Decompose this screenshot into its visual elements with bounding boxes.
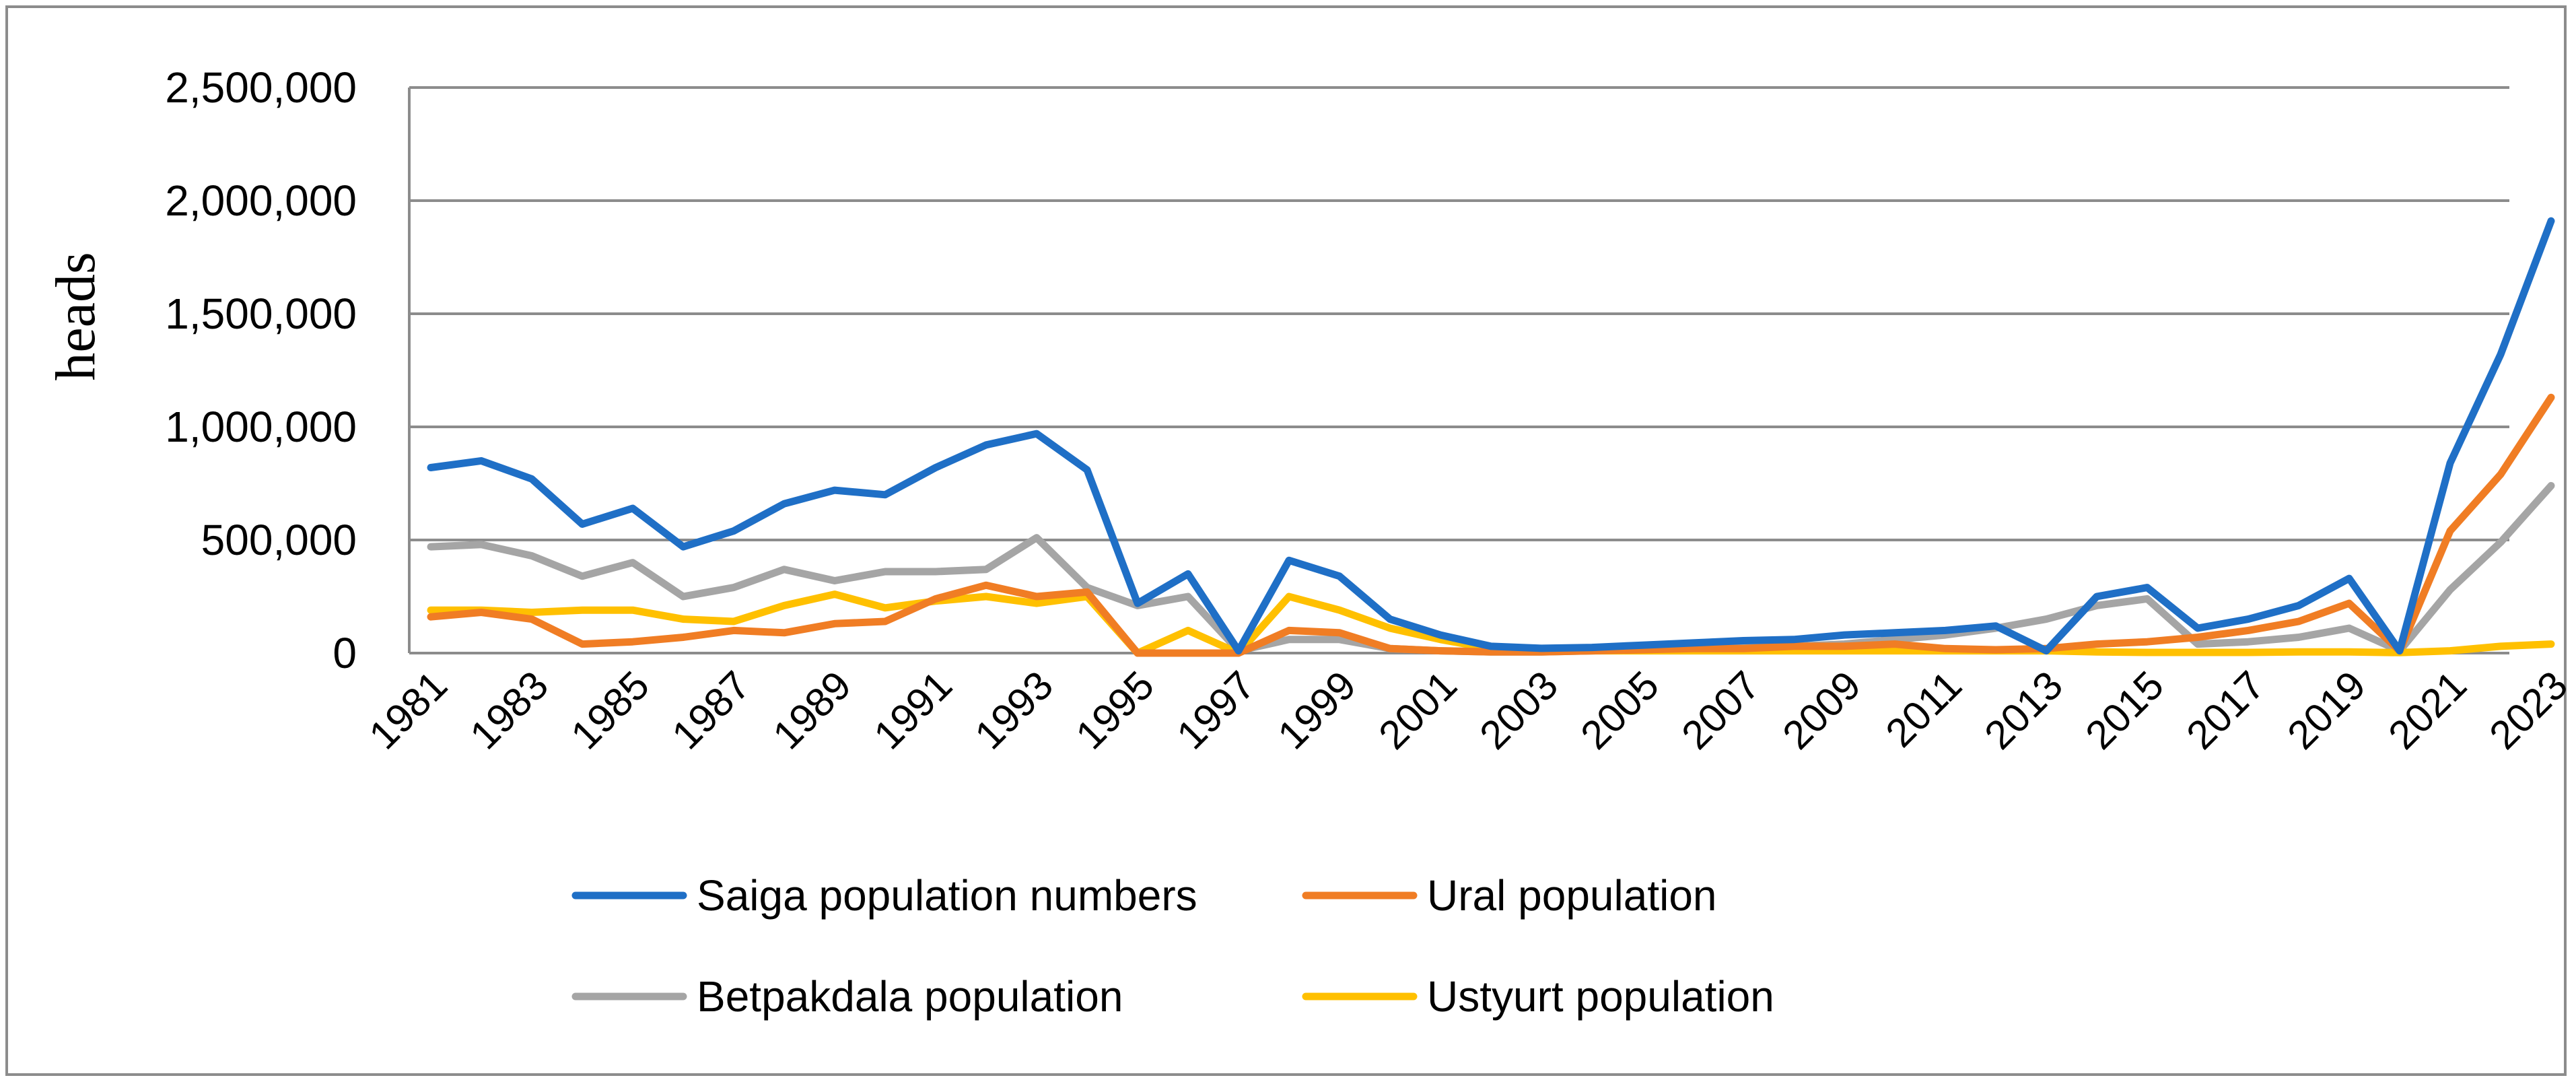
y-tick-label: 2,000,000	[165, 176, 357, 225]
x-tick-label: 2021	[2379, 663, 2475, 758]
x-tick-label: 2019	[2278, 663, 2374, 758]
y-tick-label: 2,500,000	[165, 63, 357, 112]
x-tick-label: 2015	[2077, 663, 2172, 758]
x-tick-label: 2017	[2178, 663, 2273, 758]
x-tick-label: 1985	[562, 663, 658, 758]
x-tick-label: 2001	[1370, 663, 1465, 758]
x-tick-label: 2023	[2480, 663, 2576, 758]
legend: Saiga population numbers Ural population B…	[571, 871, 1774, 1021]
y-axis-label: heads	[44, 252, 107, 380]
x-tick-label: 1981	[360, 663, 456, 758]
y-axis-ticks: 0 500,000 1,000,000 1,500,000 2,000,000 2,500…	[165, 63, 357, 677]
x-tick-label: 1989	[764, 663, 860, 758]
x-tick-label: 1997	[1168, 663, 1263, 758]
x-tick-label: 2013	[1976, 663, 2071, 758]
x-tick-label: 2003	[1471, 663, 1566, 758]
series-lines	[427, 217, 2555, 657]
legend-label: Betpakdala population	[697, 972, 1123, 1021]
legend-label: Saiga population numbers	[697, 871, 1197, 920]
y-tick-label: 0	[333, 629, 357, 677]
x-tick-label: 2007	[1673, 663, 1768, 758]
x-tick-label: 2011	[1877, 663, 1971, 756]
y-tick-label: 1,500,000	[165, 290, 357, 338]
x-tick-label: 1993	[966, 663, 1061, 758]
x-tick-label: 1995	[1067, 663, 1162, 758]
grid-lines	[408, 86, 2509, 654]
series-line-ural-population	[427, 393, 2555, 657]
x-tick-label: 1983	[461, 663, 557, 758]
x-tick-label: 1999	[1269, 663, 1364, 758]
y-tick-label: 500,000	[201, 516, 357, 564]
y-tick-label: 1,000,000	[165, 403, 357, 451]
series-line-saiga-population-numbers	[427, 217, 2555, 655]
x-tick-label: 2009	[1774, 663, 1869, 758]
series-line-betpakdala-population	[427, 481, 2555, 656]
legend-label: Ustyurt population	[1427, 972, 1774, 1021]
x-axis-ticks: 1981 1983 1985 1987 1989 1991 1993 1995 1997 1999…	[360, 663, 2576, 758]
x-tick-label: 1991	[865, 663, 961, 758]
x-tick-label: 1987	[663, 663, 759, 758]
x-tick-label: 2005	[1572, 663, 1667, 758]
legend-label: Ural population	[1427, 871, 1717, 920]
